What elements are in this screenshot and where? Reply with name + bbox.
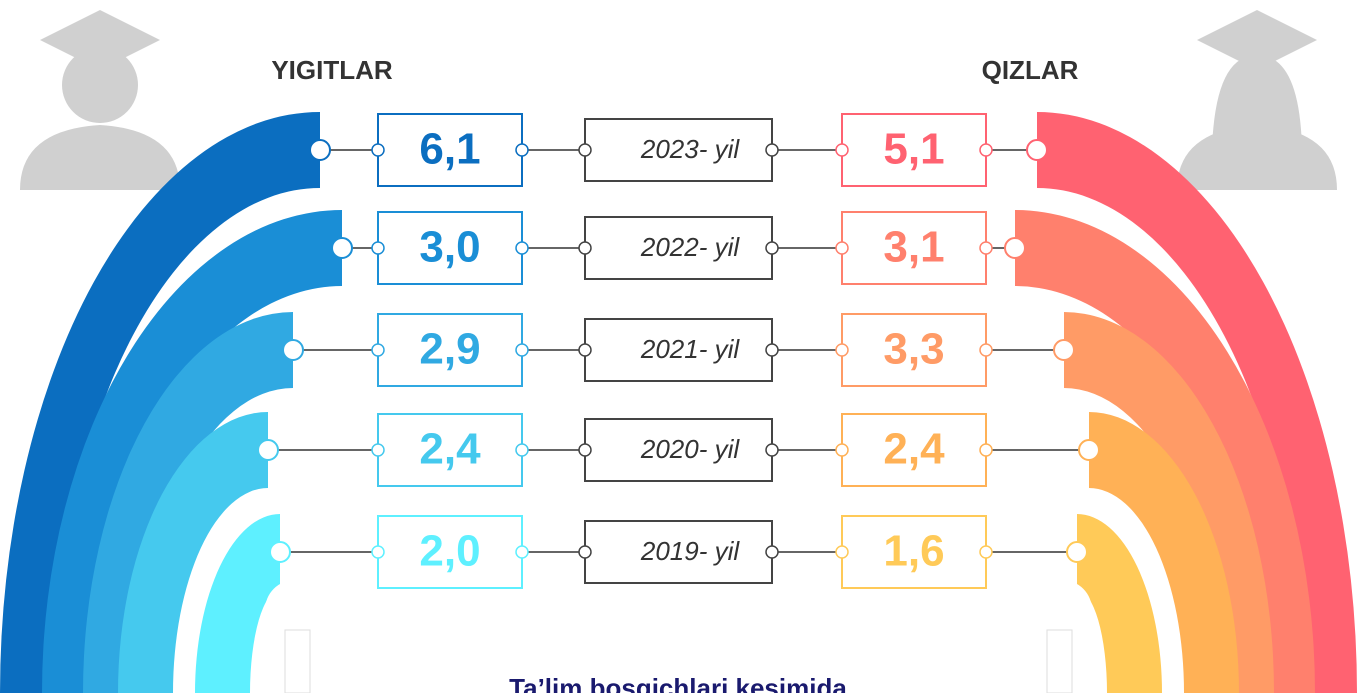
right-value-box <box>841 413 987 487</box>
right-value: 3,1 <box>883 223 944 272</box>
left-arc <box>42 210 342 693</box>
arc-end-dot <box>269 541 291 563</box>
joint-dot <box>835 343 849 357</box>
arc-end-dot <box>1066 541 1088 563</box>
left-value-box <box>377 313 523 387</box>
joint-dot <box>371 143 385 157</box>
joint-dot <box>578 241 592 255</box>
joint-dot <box>835 143 849 157</box>
joint-dot <box>515 143 529 157</box>
left-arc <box>195 514 280 693</box>
joint-dot <box>515 241 529 255</box>
joint-dot <box>765 343 779 357</box>
joint-dot <box>371 241 385 255</box>
right-value: 5,1 <box>883 125 944 174</box>
inner-cutout <box>265 580 325 640</box>
left-base <box>284 629 311 693</box>
right-value: 2,4 <box>883 425 945 474</box>
arc-end-dot <box>331 237 353 259</box>
left-value: 2,9 <box>419 325 480 374</box>
year-box <box>584 318 773 382</box>
right-value: 3,3 <box>883 325 944 374</box>
year-label: 2021- yil <box>640 334 740 364</box>
arc-end-dot <box>1004 237 1026 259</box>
year-label: 2022- yil <box>640 232 740 262</box>
left-value: 3,0 <box>419 223 480 272</box>
inner-cutout <box>1032 580 1092 640</box>
joint-dot <box>979 241 993 255</box>
joint-dot <box>578 545 592 559</box>
arc-end-dot <box>1053 339 1075 361</box>
joint-dot <box>835 443 849 457</box>
joint-dot <box>765 143 779 157</box>
joint-dot <box>979 143 993 157</box>
year-box <box>584 418 773 482</box>
joint-dot <box>578 343 592 357</box>
right-arc <box>1077 514 1162 693</box>
girl-icon <box>1177 10 1337 190</box>
footer: Ta’lim bosqichlari kesimida <box>509 673 847 693</box>
year-label: 2019- yil <box>640 536 740 566</box>
joint-dot <box>515 343 529 357</box>
left-value: 2,4 <box>419 425 481 474</box>
joint-dot <box>578 143 592 157</box>
right-arc <box>1015 210 1315 693</box>
joint-dot <box>765 545 779 559</box>
year-box <box>584 118 773 182</box>
year-label: 2020- yil <box>640 434 740 464</box>
joint-dot <box>371 343 385 357</box>
joint-dot <box>515 545 529 559</box>
joint-dot <box>765 443 779 457</box>
arc-end-dot <box>282 339 304 361</box>
joint-dot <box>371 443 385 457</box>
arc-end-dot <box>1026 139 1048 161</box>
left-value: 6,1 <box>419 125 480 174</box>
left-value-box <box>377 113 523 187</box>
right-base <box>1046 629 1073 693</box>
joint-dot <box>835 545 849 559</box>
right-arc <box>1037 112 1357 693</box>
right-header: QIZLAR <box>982 55 1079 85</box>
right-value-box <box>841 515 987 589</box>
left-header: YIGITLAR <box>271 55 393 85</box>
joint-dot <box>515 443 529 457</box>
right-value: 1,6 <box>883 527 944 576</box>
left-value: 2,0 <box>419 527 480 576</box>
year-label: 2023- yil <box>640 134 740 164</box>
year-box <box>584 216 773 280</box>
joint-dot <box>979 343 993 357</box>
joint-dot <box>835 241 849 255</box>
arc-end-dot <box>309 139 331 161</box>
year-box <box>584 520 773 584</box>
boy-icon <box>20 10 180 190</box>
joint-dot <box>979 545 993 559</box>
joint-dot <box>979 443 993 457</box>
right-value-box <box>841 113 987 187</box>
joint-dot <box>765 241 779 255</box>
left-arc <box>0 112 320 693</box>
arc-end-dot <box>257 439 279 461</box>
joint-dot <box>578 443 592 457</box>
right-value-box <box>841 211 987 285</box>
right-arc <box>1089 412 1239 693</box>
joint-dot <box>371 545 385 559</box>
left-arc <box>118 412 268 693</box>
arc-end-dot <box>1078 439 1100 461</box>
